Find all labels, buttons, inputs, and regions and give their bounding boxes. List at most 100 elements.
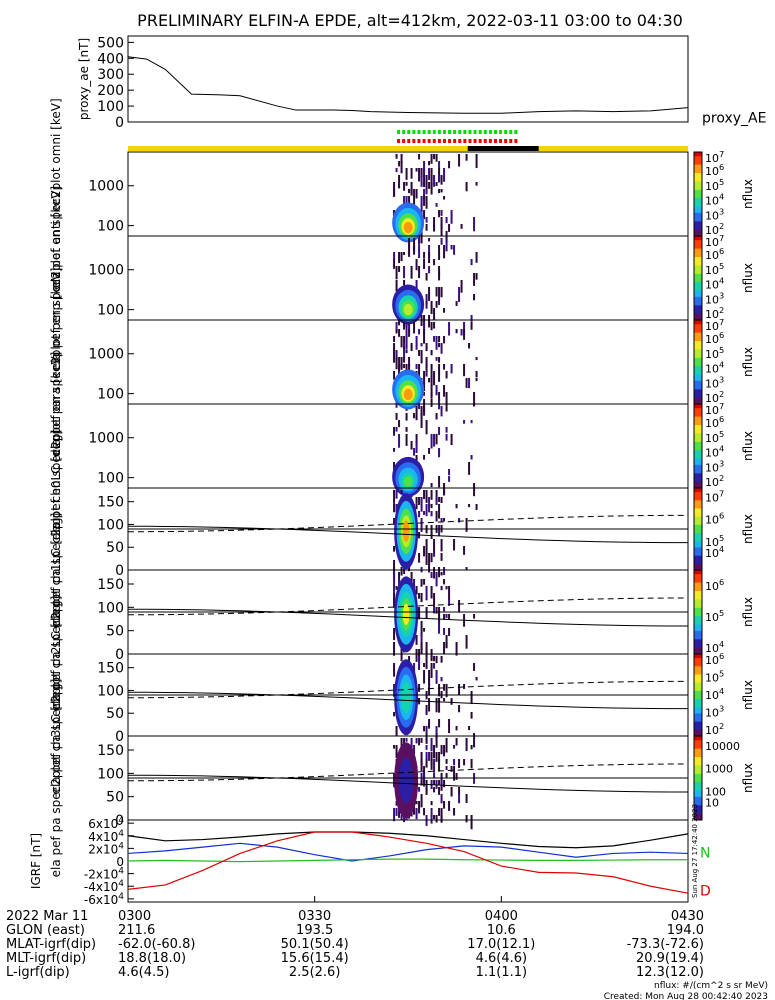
colorbar-cell xyxy=(694,362,702,365)
colorbar-cell xyxy=(694,771,702,775)
spectrogram-pixel xyxy=(455,301,458,306)
colorbar-cell xyxy=(694,284,702,287)
colorbar-cell xyxy=(694,801,702,804)
spectrogram-pixel xyxy=(415,808,418,820)
spectrogram-pixel xyxy=(453,745,456,749)
spectrogram-pixel xyxy=(393,712,396,717)
spectrogram-pixel xyxy=(428,315,431,328)
colorbar-cell xyxy=(694,711,702,714)
colorbar-cell xyxy=(694,462,702,466)
spectrogram-pixel xyxy=(395,808,398,816)
colorbar-cell xyxy=(694,796,702,800)
spectrogram-pixel xyxy=(438,161,441,169)
colorbar-cell xyxy=(694,520,702,524)
spectrogram-pixel xyxy=(438,371,441,382)
spectrogram-pixel xyxy=(463,329,466,340)
spectrogram-pixel xyxy=(415,189,418,199)
colorbar-cell xyxy=(694,315,702,319)
spectrogram-pixel xyxy=(463,684,466,689)
colorbar-cell xyxy=(694,250,702,254)
spectrogram-pixel xyxy=(445,642,448,648)
colorbar-cell xyxy=(694,154,702,157)
colorbar-cell xyxy=(694,794,702,798)
burst-contour-4 xyxy=(403,476,413,488)
panel-ylabel: ela pef pa spec2plot ch0LC [deg] xyxy=(49,430,63,629)
colorbar-cell xyxy=(694,467,702,470)
spectrogram-pixel xyxy=(423,406,426,416)
colorbar-cell xyxy=(694,668,702,671)
colorbar-cell xyxy=(694,448,702,451)
spectrogram-pixel xyxy=(453,808,456,816)
spectrogram-pixel xyxy=(408,245,411,257)
colorbar-cell xyxy=(694,236,702,239)
spectrogram-pixel xyxy=(423,371,426,379)
spectrogram-pixel xyxy=(470,259,473,266)
y-tick-label: 100 xyxy=(97,517,124,533)
spectrogram-pixel xyxy=(475,182,478,186)
spectrogram-pixel xyxy=(393,490,396,504)
ifov-red-mark xyxy=(397,139,401,143)
spectrogram-pixel xyxy=(433,539,436,554)
y-tick-label: 100 xyxy=(97,471,124,487)
colorbar-cell xyxy=(694,541,702,544)
spectrogram-pixel xyxy=(443,483,446,495)
ifov-red-mark xyxy=(432,139,436,143)
colorbar-tick-label: 102 xyxy=(705,473,724,489)
colorbar-cell xyxy=(694,740,702,743)
colorbar-cell xyxy=(694,641,702,644)
loss-cone-line xyxy=(127,774,689,793)
colorbar-label: nflux xyxy=(741,347,755,377)
spectrogram-pixel xyxy=(398,175,401,189)
colorbar-cell xyxy=(694,271,702,275)
x-row-label: MLT-igrf(dip) xyxy=(6,951,86,966)
spectrogram-pixel xyxy=(438,210,441,218)
spectrogram-pixel xyxy=(440,745,443,755)
spectrogram-pixel xyxy=(400,161,403,174)
colorbar-cell xyxy=(694,624,702,628)
spectrogram-pixel xyxy=(428,752,431,761)
colorbar-cell xyxy=(694,799,702,802)
colorbar-cell xyxy=(694,660,702,663)
igrf-side-label: N xyxy=(700,846,710,862)
colorbar-cell xyxy=(694,717,702,721)
spectrogram-pixel xyxy=(418,511,421,518)
x-row-value: 211.6 xyxy=(118,923,155,938)
spectrogram-pixel xyxy=(440,656,443,663)
colorbar-cell xyxy=(694,206,702,210)
spectrogram-pixel xyxy=(423,726,426,732)
colorbar-label: nflux xyxy=(741,514,755,544)
spectrogram-pixel xyxy=(398,808,401,818)
spectrogram-pixel xyxy=(440,780,443,788)
y-tick-label: 1000 xyxy=(88,431,124,447)
spectrogram-pixel xyxy=(400,336,403,348)
colorbar-cell xyxy=(694,549,702,553)
spectrogram-pixel xyxy=(428,677,431,686)
spectrogram-pixel xyxy=(398,252,401,264)
spectrogram-pixel xyxy=(395,504,398,513)
colorbar-tick-label: 105 xyxy=(705,345,724,361)
spectrogram-pixel xyxy=(445,635,448,649)
panel-ylabel: ela pef en spec2plot omni [keV] xyxy=(49,98,63,289)
spectrogram-pixel xyxy=(430,801,433,806)
igrf-tick-label: 4x104 xyxy=(88,829,124,844)
colorbar-cell xyxy=(694,654,702,657)
spectrogram-pixel xyxy=(423,628,426,632)
colorbar-cell xyxy=(694,488,702,491)
spectrogram-pixel xyxy=(440,343,443,354)
spectrogram-pixel xyxy=(420,518,423,532)
colorbar-cell xyxy=(694,441,702,445)
spectrogram-pixel xyxy=(443,518,446,522)
ifov-red-mark xyxy=(412,139,416,143)
spectrogram-pixel xyxy=(435,182,438,186)
spectrogram-pixel xyxy=(428,245,431,258)
spectrogram-pixel xyxy=(435,203,438,207)
spectrogram-pixel xyxy=(418,350,421,356)
ifov-green-mark xyxy=(473,130,477,134)
colorbar-label: nflux xyxy=(741,680,755,710)
spectrogram-pixel xyxy=(420,343,423,347)
spectrogram-pixel xyxy=(428,252,431,264)
spectrogram-pixel xyxy=(400,649,403,662)
colorbar-cell xyxy=(694,561,702,565)
colorbar-tick-label: 107 xyxy=(705,317,724,333)
colorbar-cell xyxy=(694,469,702,472)
